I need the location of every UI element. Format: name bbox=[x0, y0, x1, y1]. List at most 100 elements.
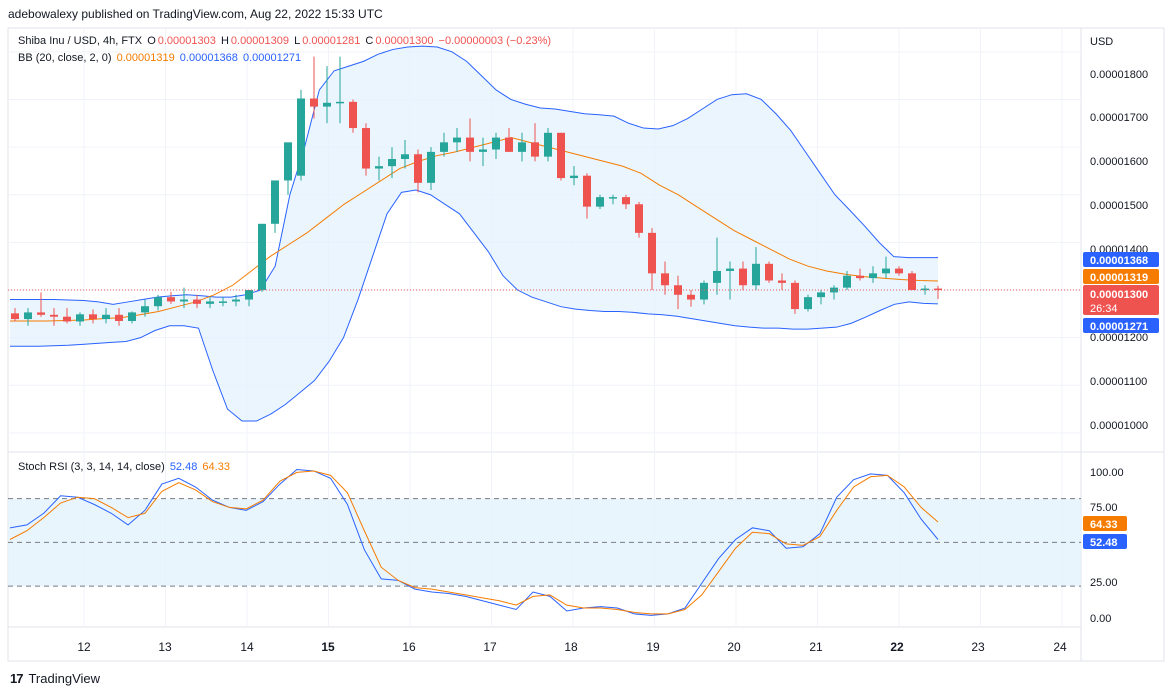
bb-label[interactable]: BB (20, close, 2, 0) bbox=[18, 52, 112, 64]
price-tick-labels: 0.00001800 0.00001700 0.00001600 0.00001… bbox=[1090, 69, 1148, 432]
low-label: L bbox=[294, 35, 301, 47]
bb-basis-badge bbox=[1083, 269, 1159, 284]
candle-body bbox=[427, 151, 435, 183]
candle-body bbox=[219, 301, 227, 303]
time-label: 19 bbox=[646, 640, 660, 654]
price-legend: Shiba Inu / USD, 4h, FTX O 0.00001303 H 0.… bbox=[18, 35, 553, 47]
candle-body bbox=[180, 299, 188, 302]
bb-lower-line bbox=[10, 189, 939, 422]
candle-body bbox=[765, 263, 773, 281]
stoch-k-value: 52.48 bbox=[169, 461, 198, 473]
stoch-legend: Stoch RSI (3, 3, 14, 14, close) 52.48 64… bbox=[18, 461, 232, 473]
candle-body bbox=[700, 282, 708, 300]
candle-body bbox=[141, 306, 149, 313]
time-label: 24 bbox=[1053, 640, 1067, 654]
candle-body bbox=[115, 314, 123, 321]
candle-body bbox=[752, 263, 760, 286]
candle-body bbox=[50, 314, 58, 317]
footer-brand[interactable]: 17 TradingView bbox=[10, 671, 100, 686]
low-value: 0.00001281 bbox=[302, 35, 361, 47]
price-tick-label: 0.00001700 bbox=[1090, 112, 1148, 124]
stoch-tick-labels: 100.00 75.00 25.00 0.00 bbox=[1090, 467, 1124, 625]
last-price-badge-text: 0.00001300 bbox=[1090, 289, 1148, 301]
candle-body bbox=[232, 299, 240, 302]
bb-basis-value: 0.00001319 bbox=[116, 52, 175, 64]
candle-body bbox=[11, 313, 19, 320]
candle-body bbox=[713, 270, 721, 283]
candle-body bbox=[24, 312, 32, 320]
candle-body bbox=[193, 299, 201, 304]
bb-fill bbox=[10, 46, 938, 422]
stoch-d-value: 64.33 bbox=[202, 461, 230, 473]
candle-body bbox=[76, 314, 84, 322]
stoch-k-line bbox=[9, 468, 939, 616]
symbol-title[interactable]: Shiba Inu / USD, 4h, FTX bbox=[18, 35, 143, 47]
candle-body bbox=[804, 297, 812, 310]
time-label: 13 bbox=[158, 640, 172, 654]
candle-body bbox=[726, 268, 734, 271]
candle-body bbox=[128, 312, 136, 321]
candle-body bbox=[401, 154, 409, 160]
bb-upper-badge bbox=[1083, 252, 1159, 267]
price-tick-label: 0.00001500 bbox=[1090, 200, 1148, 212]
time-axis-labels: 12 13 14 15 16 17 18 19 20 21 22 23 24 bbox=[77, 640, 1067, 654]
candle-body bbox=[297, 98, 305, 176]
price-change: −0.00000003 (−0.23%) bbox=[438, 35, 552, 47]
bb-lower-badge-text: 0.00001271 bbox=[1090, 321, 1148, 333]
price-tick-label: 0.00001800 bbox=[1090, 69, 1148, 81]
candle-body bbox=[63, 316, 71, 322]
time-label: 23 bbox=[971, 640, 985, 654]
last-price-badge bbox=[1083, 285, 1159, 315]
close-value: 0.00001300 bbox=[375, 35, 434, 47]
stoch-grid bbox=[8, 452, 1081, 627]
time-label: 14 bbox=[240, 640, 254, 654]
candle-body bbox=[310, 98, 318, 107]
candle-body bbox=[570, 175, 578, 179]
candle-body bbox=[934, 288, 942, 291]
time-label: 18 bbox=[564, 640, 578, 654]
candle-body bbox=[557, 132, 565, 179]
bb-lower-badge bbox=[1083, 318, 1159, 333]
brand-name: TradingView bbox=[28, 671, 101, 686]
price-tick-label: 0.00001200 bbox=[1090, 332, 1148, 344]
time-label: 17 bbox=[483, 640, 497, 654]
candle-body bbox=[245, 290, 253, 300]
currency-label: USD bbox=[1090, 36, 1113, 48]
candle-body bbox=[440, 142, 448, 152]
time-label: 16 bbox=[402, 640, 416, 654]
candle-body bbox=[739, 268, 747, 286]
time-label: 20 bbox=[727, 640, 741, 654]
price-tick-label: 0.00001600 bbox=[1090, 156, 1148, 168]
open-label: O bbox=[147, 35, 156, 47]
price-badges: 0.00001368 0.00001319 0.00001300 26:34 0… bbox=[1083, 252, 1159, 333]
bb-lower-value: 0.00001271 bbox=[242, 52, 302, 64]
candle-body bbox=[622, 197, 630, 205]
stoch-tick-label: 75.00 bbox=[1090, 502, 1118, 514]
time-label: 22 bbox=[890, 640, 904, 654]
candle-body bbox=[518, 142, 526, 152]
candle-body bbox=[583, 175, 591, 207]
time-label: 15 bbox=[321, 640, 335, 654]
candle-body bbox=[479, 149, 487, 152]
candle-body bbox=[414, 154, 422, 183]
candle-body bbox=[882, 268, 890, 274]
candle-body bbox=[388, 159, 396, 167]
stoch-tick-label: 25.00 bbox=[1090, 577, 1118, 589]
bb-upper-value: 0.00001368 bbox=[179, 52, 238, 64]
high-label: H bbox=[220, 35, 229, 47]
candle-body bbox=[661, 273, 669, 286]
candle-body bbox=[817, 292, 825, 298]
stoch-tick-label: 100.00 bbox=[1090, 467, 1124, 479]
candle-body bbox=[609, 197, 617, 199]
candle-body bbox=[856, 275, 864, 279]
candle-body bbox=[258, 223, 266, 291]
candle-body bbox=[336, 101, 344, 104]
open-value: 0.00001303 bbox=[157, 35, 216, 47]
stoch-label[interactable]: Stoch RSI (3, 3, 14, 14, close) bbox=[18, 461, 165, 473]
candle-body bbox=[544, 132, 552, 157]
candle-body bbox=[531, 142, 539, 157]
candle-body bbox=[284, 142, 292, 181]
stoch-d-line bbox=[9, 470, 939, 615]
stoch-d-badge bbox=[1083, 516, 1127, 531]
